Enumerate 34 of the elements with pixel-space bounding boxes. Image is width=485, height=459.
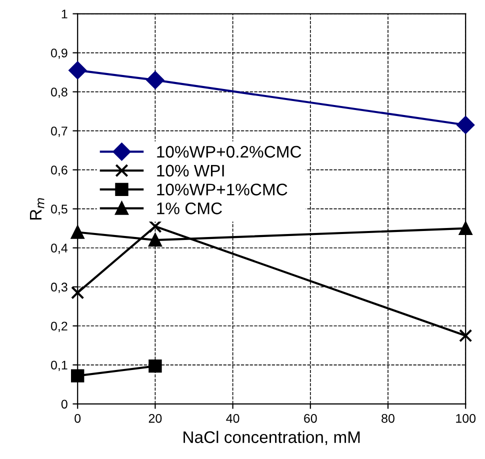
point bbox=[456, 116, 474, 134]
legend-label: 10%WP+0.2%CMC bbox=[157, 146, 302, 158]
point bbox=[148, 233, 162, 247]
point bbox=[68, 61, 86, 80]
y-tick-label: 0,1 bbox=[50, 360, 68, 372]
point bbox=[148, 359, 162, 373]
point bbox=[71, 226, 84, 239]
legend-label: 1% CMC bbox=[157, 202, 222, 214]
y-tick-label: 0,7 bbox=[50, 126, 68, 137]
y-tick-label: 0,3 bbox=[50, 282, 68, 294]
x-axis-title: NaCl concentration, mM bbox=[184, 430, 360, 446]
legend-label: 10% WPI bbox=[157, 164, 224, 177]
x-tick-label: 20 bbox=[148, 414, 162, 423]
point bbox=[459, 329, 472, 342]
point bbox=[148, 220, 162, 233]
point bbox=[71, 369, 84, 382]
x-tick-label: 40 bbox=[226, 414, 240, 423]
y-axis-title: R$_{m}$ bbox=[30, 198, 44, 220]
y-tick-label: 0,8 bbox=[50, 88, 68, 98]
x-tick-label: 60 bbox=[304, 414, 317, 423]
point bbox=[146, 71, 164, 89]
x-tick-label: 100 bbox=[456, 414, 476, 423]
y-tick-label: 0,5 bbox=[50, 204, 68, 215]
y-tick-label: 0,4 bbox=[50, 244, 68, 254]
point bbox=[71, 286, 84, 300]
point bbox=[459, 222, 472, 235]
x-tick-label: 80 bbox=[382, 414, 394, 423]
y-tick-label: 0,2 bbox=[50, 322, 68, 332]
y-tick-label: 0,9 bbox=[50, 48, 68, 59]
y-tick-label: 1 bbox=[62, 10, 68, 18]
y-tick-label: 0,6 bbox=[50, 166, 68, 176]
x-tick-label: 0 bbox=[74, 414, 81, 423]
y-tick-label: 0 bbox=[61, 400, 68, 409]
legend-label: 10%WP+1%CMC bbox=[157, 184, 288, 196]
